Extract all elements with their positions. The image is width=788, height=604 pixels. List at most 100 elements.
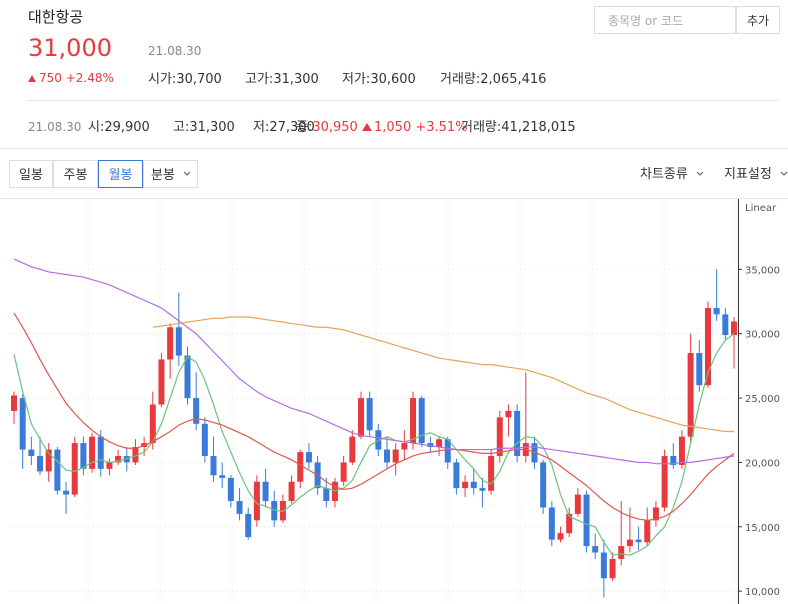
tab-label: 분봉: [151, 168, 175, 183]
candle-body: [713, 307, 720, 315]
candle-body: [496, 417, 503, 456]
candle-body: [609, 558, 616, 579]
candle-body: [574, 494, 581, 514]
summary-item: 고:31,300: [173, 120, 235, 135]
candle-body: [89, 436, 96, 469]
summary-item: 종:30,950: [296, 120, 358, 135]
summary-label: 거래량:: [461, 120, 501, 135]
tab-bar: 일봉 주봉 월봉 분봉: [9, 160, 198, 188]
candle-body: [305, 452, 312, 463]
chart-type-menu[interactable]: 차트종류: [640, 167, 688, 182]
change-rate: +3.51%: [415, 120, 467, 135]
candle-body: [678, 436, 685, 465]
stat-value: 30,700: [176, 72, 222, 87]
summary-change: 1,050 +3.51%: [374, 120, 468, 135]
stat-value: 2,065,416: [480, 72, 546, 87]
candle-body: [696, 353, 703, 386]
chevron: [183, 171, 191, 176]
tab[interactable]: [9, 160, 53, 188]
candle-body: [123, 455, 130, 463]
candle-body: [392, 449, 399, 463]
plot: 10,000 15,000 20,000 25,000 30,000 35,000: [8, 199, 780, 604]
add-button[interactable]: [736, 6, 780, 34]
candle-body: [566, 513, 573, 534]
candle-body: [444, 439, 451, 463]
tab-label: 주봉: [64, 168, 88, 183]
y-tick-label: 30,000: [745, 330, 780, 341]
candle-body: [271, 501, 278, 521]
y-tick-label: 15,000: [745, 523, 780, 534]
stat-label: 저가:: [342, 72, 370, 87]
candle-body: [262, 481, 269, 502]
candle-body: [418, 398, 425, 444]
candle-body: [401, 443, 408, 450]
summary-label: 종:: [296, 120, 312, 135]
add-button-label: 추가: [747, 14, 769, 28]
candle-body: [514, 410, 521, 456]
scale-label: Linear: [745, 203, 777, 214]
stock-name: 대한항공: [28, 8, 83, 26]
candle-body: [175, 327, 182, 356]
tab[interactable]: [53, 160, 98, 188]
moving-average: [13, 312, 735, 521]
candle-body: [288, 481, 295, 502]
candle-body: [592, 546, 599, 553]
up-arrow: [362, 123, 372, 131]
summary-value: 30,950: [312, 120, 358, 135]
candle-body: [340, 462, 347, 482]
candle-body: [210, 455, 217, 476]
moving-average: [13, 258, 735, 465]
candle-body: [184, 355, 191, 399]
candle-body: [557, 533, 564, 540]
candle-body: [436, 439, 443, 447]
candle-body: [652, 507, 659, 521]
indicator-menu[interactable]: 지표설정: [724, 167, 772, 182]
chevron: [780, 171, 788, 176]
moving-average: [152, 316, 734, 433]
candle-body: [644, 520, 651, 543]
candle-body: [167, 327, 174, 360]
summary-volume: 거래량:41,218,015: [461, 120, 576, 135]
candle-body: [323, 488, 330, 502]
candle-body: [479, 488, 486, 491]
candle-body: [704, 307, 711, 386]
y-tick-label: 10,000: [745, 587, 780, 598]
candle-body: [149, 404, 156, 444]
candle-body: [219, 475, 226, 478]
summary-value: 41,218,015: [501, 120, 575, 135]
search-box[interactable]: [594, 6, 736, 34]
price: 31,000: [28, 34, 112, 62]
summary-item: 시:29,900: [88, 120, 150, 135]
change: 750 +2.48%: [39, 71, 114, 85]
tab[interactable]: [98, 160, 143, 188]
candle-body: [670, 455, 677, 465]
stat: 거래량:2,065,416: [440, 72, 546, 87]
stat-label: 거래량:: [440, 72, 480, 87]
stat-label: 고가:: [245, 72, 273, 87]
candle-body: [236, 501, 243, 514]
summary-value: 29,900: [104, 120, 150, 135]
candle-body: [253, 481, 260, 521]
candle-body: [731, 321, 737, 335]
candle-body: [28, 449, 35, 456]
candle-body: [453, 462, 460, 489]
candle-body: [106, 462, 113, 469]
candle-body: [722, 314, 729, 335]
search-placeholder: 종목명 or 코드: [608, 14, 683, 28]
candle-body: [115, 455, 122, 463]
candle-body: [626, 539, 633, 547]
candle-body: [470, 481, 477, 489]
summary-label: 고:: [173, 120, 189, 135]
stat: 저가:30,600: [342, 72, 416, 87]
candle-body: [245, 513, 252, 538]
stat-label: 시가:: [148, 72, 176, 87]
moving-average: [13, 333, 735, 556]
candle-body: [227, 477, 234, 502]
candle-body: [505, 410, 512, 418]
summary-value: 31,300: [189, 120, 235, 135]
chevron: [696, 171, 704, 176]
stat: 시가:30,700: [148, 72, 222, 87]
candle-body: [193, 398, 200, 424]
summary-date: 21.08.30: [28, 120, 81, 134]
